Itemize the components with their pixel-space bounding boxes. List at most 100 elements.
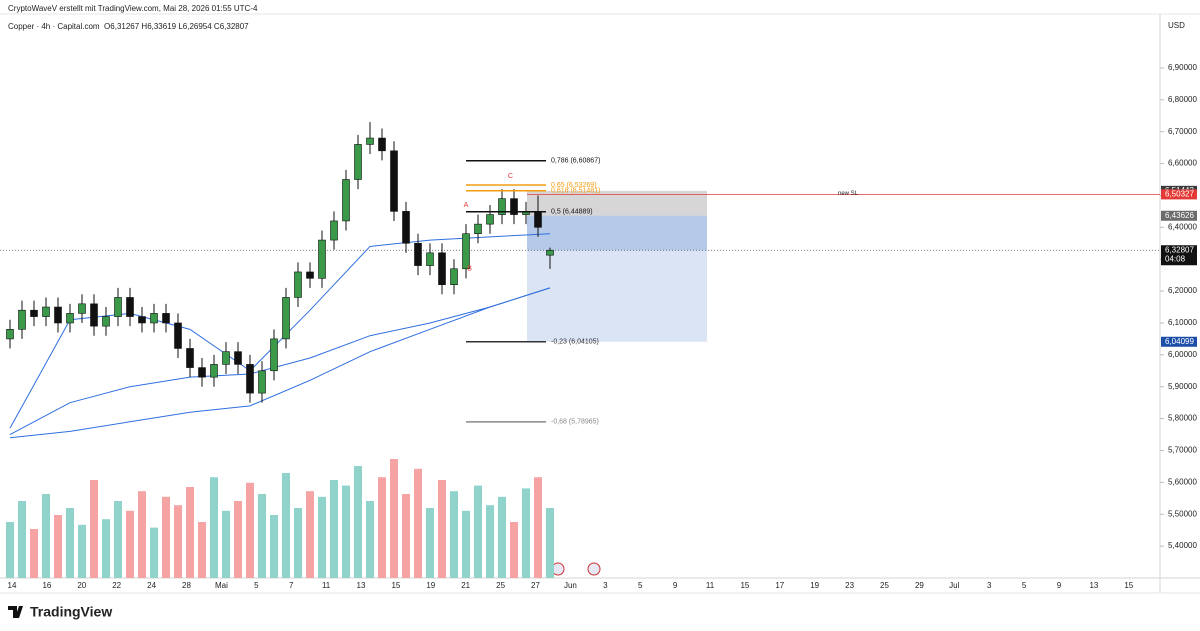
x-tick-label: 29 <box>915 581 924 590</box>
x-tick-label: 15 <box>391 581 400 590</box>
x-tick-label: 7 <box>289 581 294 590</box>
volume-bar <box>138 491 146 578</box>
volume-bar <box>354 466 362 578</box>
open-pnl-zone <box>527 215 707 251</box>
x-tick-label: 9 <box>673 581 678 590</box>
price-tag-label: 6,04099 <box>1165 337 1194 346</box>
volume-bar <box>402 494 410 578</box>
logo: TradingView <box>8 604 112 620</box>
y-tick-label: 6,20000 <box>1168 286 1197 295</box>
event-icons <box>551 562 601 576</box>
volume-bar <box>522 488 530 578</box>
candle-body <box>174 322 182 349</box>
price-tag <box>1161 189 1197 200</box>
volume-bar <box>210 477 218 578</box>
volume-bar <box>378 477 386 578</box>
candle-body <box>534 211 542 228</box>
volume-bar <box>42 494 50 578</box>
y-tick-label: 6,10000 <box>1168 318 1197 327</box>
fib-label: 0,786 (6,60867) <box>551 158 600 165</box>
candle-body <box>510 198 518 215</box>
volume-bar <box>462 510 470 578</box>
x-tick-label: 15 <box>1124 581 1133 590</box>
candle-body <box>270 338 278 372</box>
moving-average <box>9 233 551 429</box>
volume-bar <box>270 515 278 578</box>
fib-label: 0,618 (6,51481) <box>551 188 600 195</box>
x-tick-label: 23 <box>845 581 854 590</box>
candle-body <box>18 309 26 330</box>
volume-bar <box>306 491 314 578</box>
y-tick-label: 5,60000 <box>1168 477 1197 486</box>
x-tick-label: 5 <box>254 581 259 590</box>
volume-bar <box>498 496 506 578</box>
candle-body <box>318 239 326 279</box>
x-tick-label: 19 <box>810 581 819 590</box>
volume-bar <box>438 480 446 578</box>
x-tick-label: 28 <box>182 581 191 590</box>
volume-bar <box>102 519 110 578</box>
y-tick-label: 6,40000 <box>1168 222 1197 231</box>
candle-body <box>222 351 230 365</box>
attribution: CryptoWaveV erstellt mit TradingView.com… <box>8 4 258 13</box>
y-tick-label: 6,90000 <box>1168 63 1197 72</box>
y-tick-label: 6,00000 <box>1168 350 1197 359</box>
y-tick-label: 6,60000 <box>1168 159 1197 168</box>
candle-body <box>282 297 290 340</box>
logo-text: TradingView <box>30 604 112 620</box>
x-tick-label: 21 <box>461 581 470 590</box>
x-tick-label: Jul <box>949 581 959 590</box>
volume-bar <box>114 501 122 578</box>
y-tick-label: 5,40000 <box>1168 541 1197 550</box>
candle-body <box>30 309 38 317</box>
x-tick-label: Jun <box>564 581 577 590</box>
volume-bar <box>366 501 374 578</box>
candle-body <box>210 364 218 378</box>
x-tick-label: 5 <box>1022 581 1027 590</box>
symbol-bar: Copper · 4h · Capital.com O6,31267 H6,33… <box>8 22 249 31</box>
candle-body <box>402 211 410 244</box>
x-tick-label: 3 <box>603 581 608 590</box>
candle-body <box>354 144 362 180</box>
candle-body <box>366 137 374 145</box>
volume-bar <box>294 508 302 578</box>
x-tick-label: 9 <box>1057 581 1062 590</box>
candle-body <box>54 306 62 324</box>
volume-bar <box>390 459 398 578</box>
volume-bar <box>258 494 266 578</box>
volume-bar <box>30 529 38 578</box>
wave-label: C <box>508 173 513 180</box>
price-tag-label: 6,32807 <box>1165 245 1194 254</box>
volume-bar <box>318 496 326 578</box>
volume-bar <box>534 477 542 578</box>
x-tick-label: 15 <box>740 581 749 590</box>
candle-body <box>378 137 386 152</box>
stop-zone <box>527 190 707 216</box>
y-tick-label: 5,50000 <box>1168 509 1197 518</box>
candle-body <box>462 233 470 270</box>
candle-body <box>450 268 458 286</box>
candle-body <box>342 179 350 222</box>
volume-bar <box>426 508 434 578</box>
candle-body <box>306 271 314 279</box>
fib-label: 0,5 (6,44889) <box>551 209 593 216</box>
x-tick-label: 11 <box>322 581 331 590</box>
fib-label: 0,65 (6,53269) <box>551 182 597 189</box>
candle-body <box>294 271 302 298</box>
countdown: 04:08 <box>1165 254 1186 263</box>
candle-body <box>390 150 398 212</box>
x-tick-label: 14 <box>8 581 17 590</box>
volume-bar <box>6 522 14 578</box>
candle-body <box>162 313 170 324</box>
x-tick-label: Mai <box>215 581 228 590</box>
wave-label: B <box>467 266 472 273</box>
logo-mark <box>8 606 23 618</box>
volume-bar <box>234 501 242 578</box>
volume-bar <box>330 480 338 578</box>
candle-body <box>330 220 338 241</box>
candle-body <box>246 364 254 394</box>
price-tag-label: 6,50327 <box>1165 190 1194 199</box>
volume-bar <box>486 505 494 578</box>
